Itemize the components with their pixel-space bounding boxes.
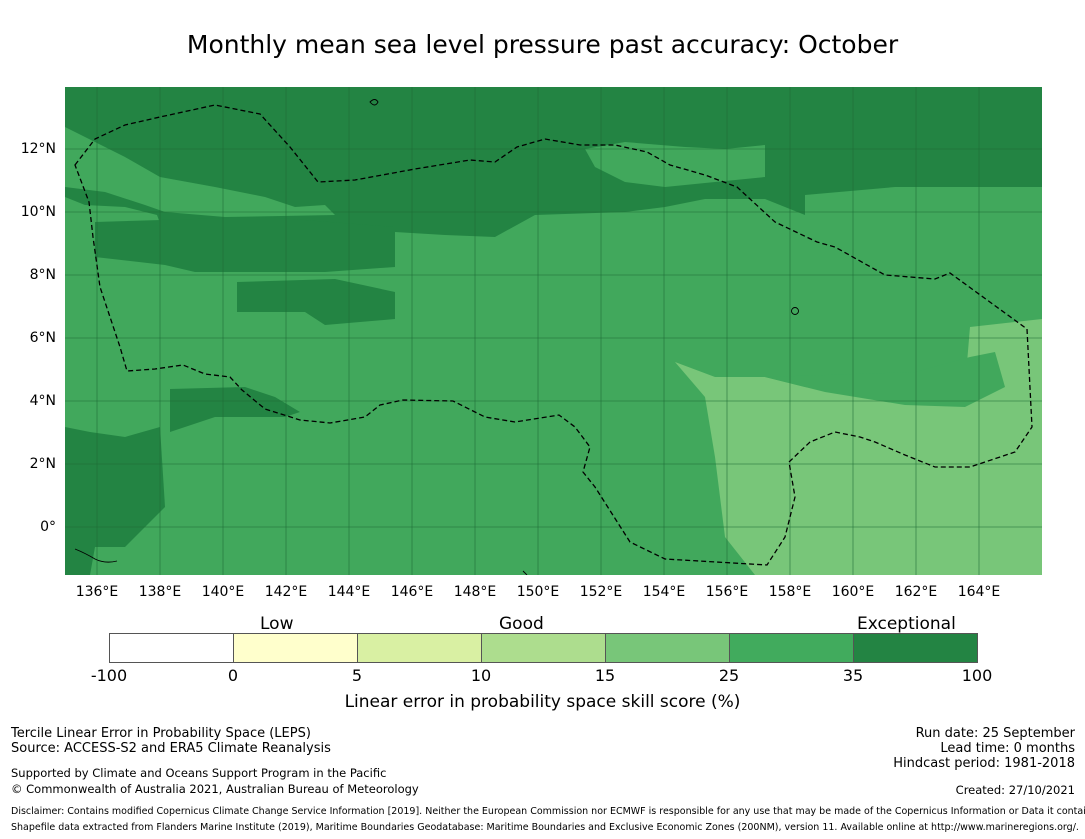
run-date: Run date: 25 September — [915, 726, 1075, 741]
colorbar-tick: 0 — [227, 666, 239, 685]
good-mid-region-south-east — [675, 319, 1042, 575]
island-outlines — [74, 99, 799, 575]
disclaimer-copernicus: Disclaimer: Contains modified Copernicus… — [11, 806, 1085, 817]
colorbar-segment — [109, 633, 234, 663]
colorbar-tick: 25 — [718, 666, 740, 685]
good-patch-in-light — [765, 352, 1005, 407]
colorbar-segment — [605, 633, 730, 663]
colorbar-category-good: Good — [499, 614, 544, 634]
lon-tick: 138°E — [138, 584, 182, 600]
lon-tick: 148°E — [453, 584, 497, 600]
colorbar-tick: 100 — [961, 666, 993, 685]
exceptional-patch-south-mid — [170, 387, 300, 432]
skill-score-map — [65, 87, 1042, 575]
eez-boundary-outline — [74, 104, 1033, 566]
lon-tick: 136°E — [75, 584, 119, 600]
lon-tick: 150°E — [516, 584, 560, 600]
good-patch-north-west — [65, 127, 335, 217]
colorbar-segment — [853, 633, 978, 663]
footer-copyright: © Commonwealth of Australia 2021, Austra… — [11, 782, 419, 796]
map-gridlines — [65, 87, 1042, 575]
map-canvas — [65, 87, 1042, 575]
lon-tick: 140°E — [201, 584, 245, 600]
disclaimer-shapefile: Shapefile data extracted from Flanders M… — [11, 822, 1079, 833]
exceptional-region-south-west — [65, 427, 165, 575]
lat-tick: 4°N — [29, 393, 56, 409]
map-title: Monthly mean sea level pressure past acc… — [186, 30, 899, 59]
lat-tick: 12°N — [20, 141, 56, 157]
colorbar-segment — [233, 633, 358, 663]
lead-time: Lead time: 0 months — [940, 741, 1075, 756]
lon-tick: 142°E — [264, 584, 308, 600]
colorbar-segment — [357, 633, 482, 663]
exceptional-patch-mid — [237, 279, 395, 325]
lon-tick: 164°E — [957, 584, 1001, 600]
lat-tick: 0° — [40, 519, 56, 535]
good-patch-east — [805, 187, 1042, 215]
footer-method: Tercile Linear Error in Probability Spac… — [11, 726, 311, 741]
lon-tick: 156°E — [705, 584, 749, 600]
colorbar-tick: -100 — [90, 666, 128, 685]
colorbar-tick: 15 — [594, 666, 616, 685]
lon-tick: 146°E — [390, 584, 434, 600]
colorbar-category-low: Low — [260, 614, 294, 634]
lat-tick: 2°N — [29, 456, 56, 472]
colorbar-tick: 35 — [842, 666, 864, 685]
created-date: Created: 27/10/2021 — [955, 783, 1075, 797]
colorbar-category-exceptional: Exceptional — [857, 614, 956, 634]
colorbar-segment — [729, 633, 854, 663]
good-patch-north-east — [585, 142, 765, 187]
hindcast-period: Hindcast period: 1981-2018 — [893, 756, 1075, 771]
exceptional-region-west — [95, 217, 395, 272]
lon-tick: 158°E — [768, 584, 812, 600]
lat-tick: 10°N — [20, 204, 56, 220]
colorbar-label: Linear error in probability space skill … — [344, 692, 741, 712]
lon-tick: 152°E — [579, 584, 623, 600]
lon-tick: 160°E — [831, 584, 875, 600]
footer-source: Source: ACCESS-S2 and ERA5 Climate Reana… — [11, 741, 331, 756]
lat-tick: 6°N — [29, 330, 56, 346]
lon-tick: 162°E — [894, 584, 938, 600]
colorbar-tick: 10 — [470, 666, 492, 685]
footer-support: Supported by Climate and Oceans Support … — [11, 766, 387, 780]
colorbar-segment — [481, 633, 606, 663]
lat-tick: 8°N — [29, 267, 56, 283]
lon-tick: 144°E — [327, 584, 371, 600]
lon-tick: 154°E — [642, 584, 686, 600]
colorbar-tick: 5 — [351, 666, 363, 685]
